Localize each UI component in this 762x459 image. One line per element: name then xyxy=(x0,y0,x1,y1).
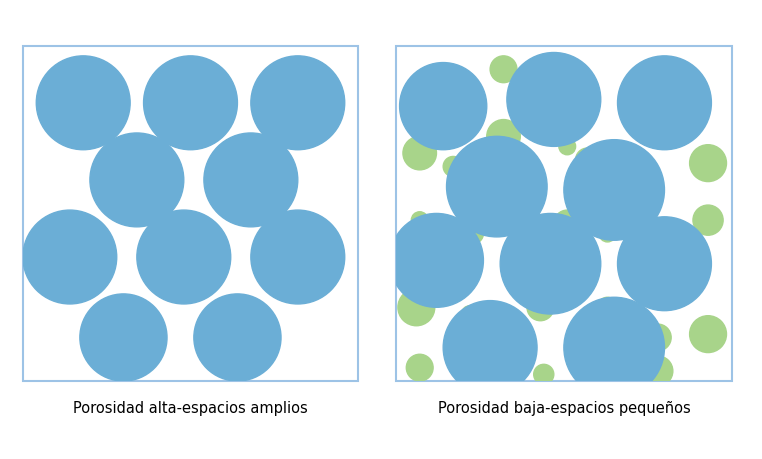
Circle shape xyxy=(80,294,167,381)
Circle shape xyxy=(690,316,726,353)
Circle shape xyxy=(693,205,723,235)
Circle shape xyxy=(389,213,483,308)
Circle shape xyxy=(463,224,483,244)
Circle shape xyxy=(406,354,433,381)
Circle shape xyxy=(599,225,616,242)
Circle shape xyxy=(507,52,600,146)
Circle shape xyxy=(487,119,520,153)
Circle shape xyxy=(447,136,547,237)
Circle shape xyxy=(204,133,298,227)
Circle shape xyxy=(37,56,130,150)
Circle shape xyxy=(194,294,281,381)
Circle shape xyxy=(500,213,600,314)
Text: Porosidad alta-espacios amplios: Porosidad alta-espacios amplios xyxy=(73,401,308,416)
Circle shape xyxy=(462,306,479,322)
Circle shape xyxy=(443,157,463,177)
Circle shape xyxy=(533,364,554,385)
Circle shape xyxy=(527,294,554,321)
Circle shape xyxy=(399,62,487,150)
Circle shape xyxy=(554,210,581,237)
Circle shape xyxy=(564,297,664,398)
Circle shape xyxy=(490,56,517,83)
Circle shape xyxy=(559,138,575,155)
Circle shape xyxy=(443,301,537,394)
Circle shape xyxy=(398,289,435,326)
Circle shape xyxy=(23,210,117,304)
Circle shape xyxy=(642,356,673,386)
Circle shape xyxy=(251,210,344,304)
Circle shape xyxy=(575,148,599,172)
Circle shape xyxy=(411,212,428,229)
Circle shape xyxy=(645,324,671,351)
Circle shape xyxy=(143,56,238,150)
Circle shape xyxy=(564,140,664,240)
Circle shape xyxy=(597,297,617,317)
Text: Porosidad baja-espacios pequeños: Porosidad baja-espacios pequeños xyxy=(437,401,690,416)
Circle shape xyxy=(90,133,184,227)
Circle shape xyxy=(251,56,344,150)
Circle shape xyxy=(617,217,712,311)
Circle shape xyxy=(690,145,726,182)
Circle shape xyxy=(403,136,437,170)
Circle shape xyxy=(617,56,712,150)
Circle shape xyxy=(137,210,231,304)
